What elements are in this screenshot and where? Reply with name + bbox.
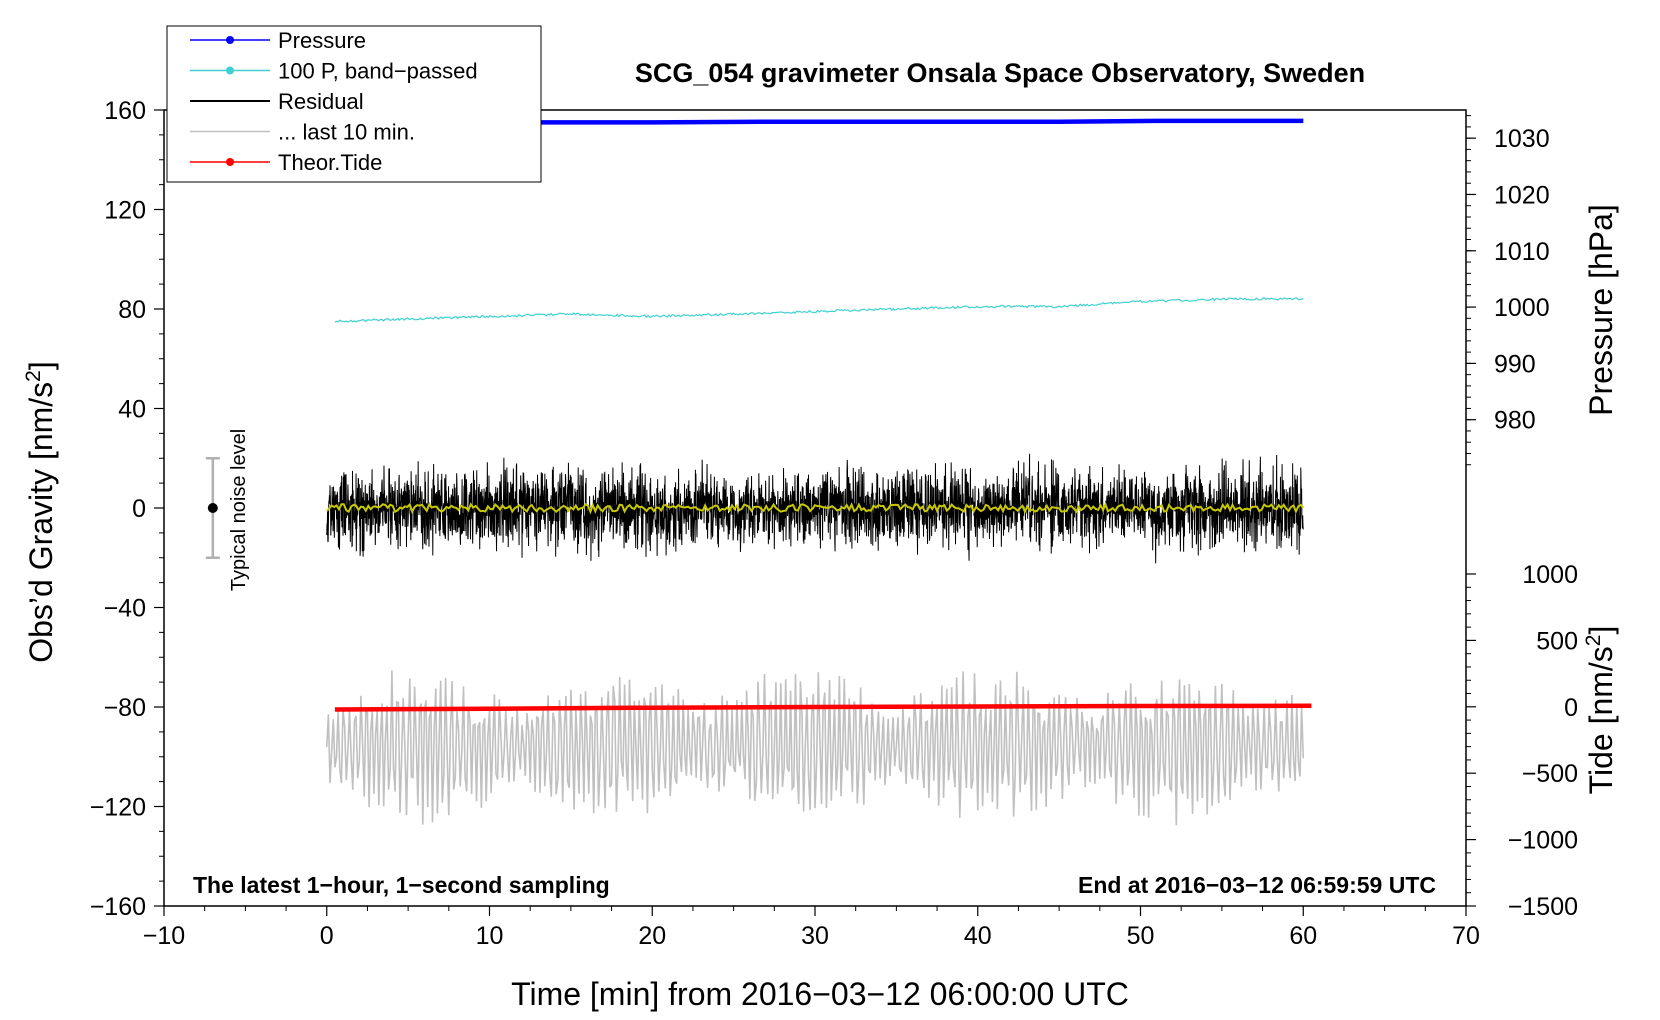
series-layer	[326, 118, 1312, 826]
pressure-tick-label: 1020	[1494, 181, 1550, 209]
tide-tick-label: −500	[1522, 760, 1578, 788]
x-tick-label: 50	[1127, 922, 1155, 950]
annotation-left: The latest 1−hour, 1−second sampling	[193, 872, 610, 898]
x-tick-label: −10	[143, 922, 185, 950]
x-tick-label: 40	[964, 922, 992, 950]
legend: Pressure 100 P, band−passed Residual ... la…	[166, 25, 542, 183]
x-tick-label: 70	[1452, 922, 1480, 950]
noise-level-label: Typical noise level	[228, 429, 250, 591]
y-tick-label: 40	[118, 396, 146, 424]
series-last-10-min	[326, 670, 1305, 826]
series-theor-tide	[334, 703, 1312, 712]
x-tick-label: 60	[1289, 922, 1317, 950]
left-axis-title-main: Obs’d Gravity [nm/s	[23, 382, 59, 663]
legend-rows: Pressure 100 P, band−passed Residual ... la…	[190, 28, 478, 175]
chart-title: SCG_054 gravimeter Onsala Space Observat…	[635, 58, 1365, 88]
x-axis-title: Time [min] from 2016−03−12 06:00:00 UTC	[511, 976, 1129, 1012]
noise-point	[207, 503, 218, 513]
pressure-tick-label: 980	[1494, 407, 1536, 435]
y-tick-label: 160	[104, 97, 146, 125]
axes-layer: −10 0 10 20 30 40 50 60 7016012080400−40−80−120−…	[90, 97, 1578, 950]
legend-marker	[226, 158, 234, 166]
legend-label: 100 P, band−passed	[278, 59, 478, 84]
y-tick-label: −80	[104, 694, 146, 722]
y-tick-label: 80	[118, 296, 146, 324]
legend-label: Residual	[278, 89, 364, 114]
y-tick-label: 0	[132, 495, 146, 523]
pressure-tick-label: 990	[1494, 350, 1536, 378]
left-axis-title-sup: 2	[22, 370, 45, 382]
pressure-tick-label: 1030	[1494, 125, 1550, 153]
tide-tick-label: 1000	[1522, 561, 1578, 589]
annotation-right: End at 2016−03−12 06:59:59 UTC	[1078, 872, 1436, 898]
left-axis-title: Obs’d Gravity [nm/s2]	[22, 361, 59, 663]
x-tick-label: 30	[801, 922, 829, 950]
series-band-passed-pressure	[334, 297, 1304, 323]
tide-axis-title-main: Tide [nm/s	[1583, 646, 1619, 794]
x-tick-label: 10	[476, 922, 504, 950]
tide-axis-title-sup: 2	[1582, 635, 1605, 647]
left-axis-title-end: ]	[23, 361, 59, 370]
legend-label: ... last 10 min.	[278, 120, 415, 145]
tide-tick-label: −1000	[1508, 827, 1578, 855]
legend-box	[166, 25, 542, 183]
pressure-tick-label: 1000	[1494, 294, 1550, 322]
legend-label: Pressure	[278, 28, 366, 53]
pressure-axis-title: Pressure [hPa]	[1583, 204, 1619, 416]
legend-label: Theor.Tide	[278, 150, 382, 175]
y-tick-label: 120	[104, 197, 146, 225]
legend-marker	[226, 36, 234, 44]
series-residual	[326, 453, 1304, 564]
pressure-tick-label: 1010	[1494, 238, 1550, 266]
tide-tick-label: 500	[1536, 627, 1578, 655]
tide-tick-label: 0	[1564, 694, 1578, 722]
tide-axis-title-end: ]	[1583, 626, 1619, 635]
x-tick-label: 0	[320, 922, 334, 950]
legend-marker	[226, 66, 234, 75]
y-tick-label: −40	[104, 595, 146, 623]
series-smoothed-residual	[326, 501, 1305, 515]
y-tick-label: −160	[90, 893, 146, 921]
tide-tick-label: −1500	[1508, 893, 1578, 921]
x-tick-label: 20	[638, 922, 666, 950]
y-tick-label: −120	[90, 794, 146, 822]
tide-axis-title: Tide [nm/s2]	[1582, 626, 1619, 795]
